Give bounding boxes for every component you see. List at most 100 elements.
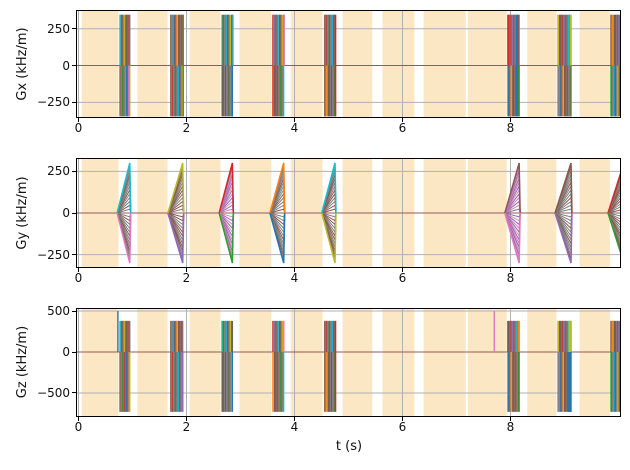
highlight-span [290,10,323,118]
x-tick-label: 0 [74,420,83,434]
y-tick-mark [72,254,76,256]
x-tick-mark [185,268,187,272]
highlight-span [423,10,466,118]
x-tick-label: 8 [506,420,515,434]
axes-spine [76,308,621,417]
highlight-span [527,308,557,417]
phase-encode-ramp [607,196,621,214]
y-tick-mark [72,101,76,103]
accent-ramp-down [218,212,235,264]
accent-ramp-up [167,162,185,214]
y-tick-mark [72,28,76,30]
x-tick-mark [510,268,511,272]
y-tick-label: −250 [37,95,70,110]
x-tick-mark [402,118,403,122]
x-tick-mark [293,118,295,122]
gx-plot-area [76,10,621,118]
time-axis-label: t (s) [335,439,363,454]
x-tick-mark [402,417,403,421]
y-tick-mark [72,212,76,214]
x-tick-label: 6 [398,271,407,285]
x-tick-mark [293,417,295,421]
accent-ramp-down [607,212,621,257]
y-tick-label: 0 [62,58,70,73]
x-tick-mark [185,417,187,421]
accent-ramp-down [116,212,132,264]
x-tick-label: 6 [398,121,407,135]
accent-ramp-up [504,162,521,214]
x-tick-label: 8 [506,121,515,135]
phase-encode-ramp [607,212,621,233]
accent-ramp-down [321,212,337,264]
phase-encode-ramp [607,190,621,214]
highlight-span [81,10,119,118]
highlight-span [382,308,415,417]
accent-ramp-down [167,212,185,264]
x-tick-label: 0 [74,121,83,135]
accent-ramp-down [554,212,573,264]
accent-ramp-down [269,212,286,264]
highlight-span [382,10,415,118]
highlight-span [467,308,507,417]
highlight-span [579,308,610,417]
axes-spine [76,158,621,268]
phase-encode-ramp [607,212,621,230]
x-tick-label: 2 [182,271,191,285]
phase-encode-ramp [607,206,621,214]
accent-ramp-up [269,162,286,214]
y-tick-mark [72,170,76,172]
accent-ramp-up [607,169,621,214]
y-tick-label: 250 [47,164,70,179]
phase-encode-ramp [607,212,621,217]
accent-ramp-up [321,162,337,214]
y-tick-label: −250 [37,247,70,262]
accent-ramp-up [218,162,235,214]
x-tick-mark [77,268,79,272]
gz-plot-area [76,308,621,417]
highlight-span [467,10,507,118]
y-tick-mark [72,351,76,353]
y-tick-mark [72,310,76,312]
accent-ramp-up [116,162,132,214]
phase-encode-ramp [607,209,621,214]
y-tick-label: 0 [62,206,70,220]
x-tick-label: 6 [398,420,407,434]
highlight-span [81,308,119,417]
y-tick-label: 250 [47,21,70,36]
accent-ramp-up [554,162,573,214]
highlight-span [423,308,466,417]
highlight-span [137,308,168,417]
y-tick-mark [72,392,76,394]
highlight-span [290,308,323,417]
x-tick-mark [510,118,511,122]
phase-encode-ramp [607,212,621,227]
highlight-span [579,10,610,118]
x-tick-label: 8 [506,271,515,285]
x-tick-mark [402,268,403,272]
highlight-span [239,10,272,118]
x-tick-label: 2 [182,121,191,135]
highlight-span [239,308,272,417]
axes-spine [76,10,621,118]
accent-ramp-down [504,212,521,264]
highlight-span [527,10,557,118]
x-tick-label: 2 [182,420,191,434]
phase-encode-ramp [607,212,621,220]
phase-encode-ramp [607,193,621,214]
gy-subplot [76,158,621,268]
x-tick-label: 4 [290,271,299,285]
phase-encode-ramp [607,212,621,224]
highlight-span [189,308,221,417]
x-tick-mark [77,118,79,122]
phase-encode-ramp [607,186,621,214]
highlight-span [189,10,221,118]
gx-subplot [76,10,621,118]
x-tick-mark [293,268,295,272]
x-tick-label: 4 [290,420,299,434]
y-tick-label: 0 [62,345,70,359]
y-tick-label: 500 [47,304,70,319]
y-tick-label: −500 [37,385,70,400]
phase-encode-ramp [607,212,621,243]
gy-plot-area [76,158,621,268]
